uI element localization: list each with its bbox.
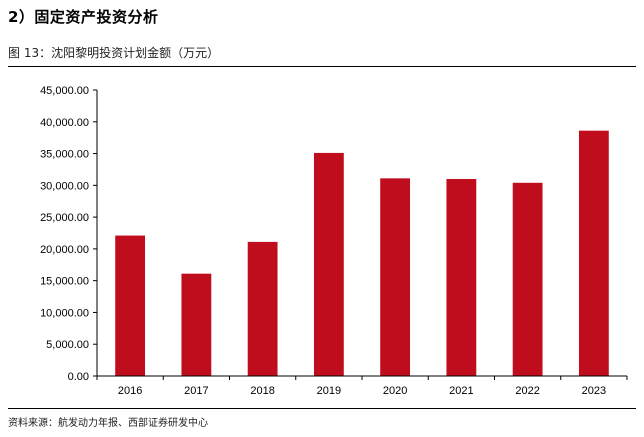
bar-2021: [446, 178, 477, 376]
y-tick-label: 45,000.00: [40, 85, 89, 97]
figure-caption: 图 13：沈阳黎明投资计划金额（万元）: [8, 46, 220, 60]
x-tick-label: 2016: [118, 385, 142, 397]
x-tick-label: 2023: [582, 385, 606, 397]
x-tick-label: 2019: [317, 385, 341, 397]
bar-2022: [512, 182, 543, 376]
x-tick-label: 2021: [449, 385, 473, 397]
source-divider: [8, 408, 636, 409]
x-tick-label: 2020: [383, 385, 407, 397]
bar-2016: [115, 235, 146, 376]
x-tick-label: 2018: [250, 385, 274, 397]
bar-2023: [578, 130, 609, 376]
y-tick-label: 35,000.00: [40, 149, 89, 161]
bar-2018: [247, 241, 278, 376]
y-tick-label: 40,000.00: [40, 117, 89, 129]
y-tick-label: 5,000.00: [46, 339, 89, 351]
bar-2020: [380, 178, 411, 376]
y-tick-label: 30,000.00: [40, 180, 89, 192]
axes: [96, 90, 627, 377]
caption-divider: [8, 66, 636, 67]
bars: [115, 130, 609, 376]
bar-2019: [313, 152, 344, 376]
bar-2017: [181, 273, 212, 376]
x-tick-label: 2017: [184, 385, 208, 397]
section-heading: 2）固定资产投资分析: [8, 8, 159, 26]
y-tick-label: 15,000.00: [40, 276, 89, 288]
source-note: 资料来源：航发动力年报、西部证券研发中心: [8, 418, 208, 429]
y-tick-label: 25,000.00: [40, 212, 89, 224]
y-tick-label: 20,000.00: [40, 244, 89, 256]
y-axis-ticks: 0.00 5,000.00 10,000.00 15,000.00 20,000.00 2…: [40, 85, 97, 383]
y-tick-label: 0.00: [68, 371, 89, 383]
x-axis-labels: 2016 2017 2018 2019 2020 2021 2022 2023: [96, 376, 628, 397]
x-tick-label: 2022: [515, 385, 539, 397]
y-tick-label: 10,000.00: [40, 307, 89, 319]
